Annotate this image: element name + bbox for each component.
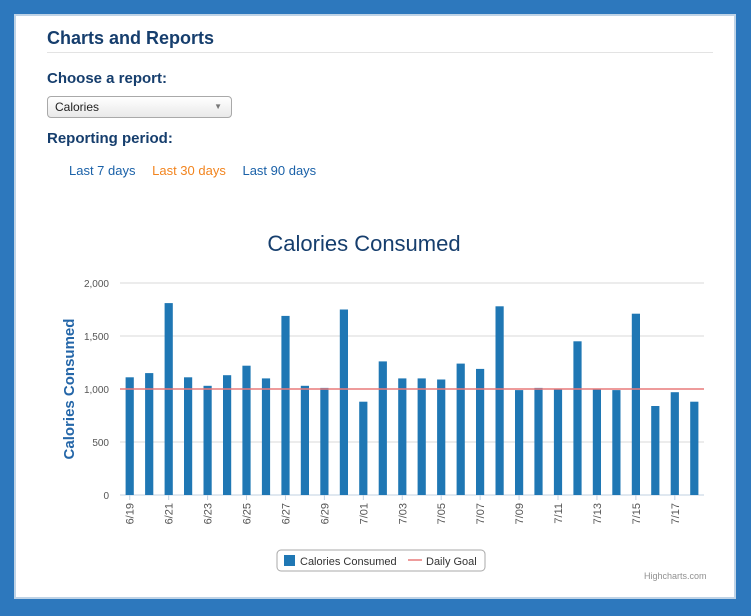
report-select-value: Calories xyxy=(55,100,100,114)
y-tick-label: 1,000 xyxy=(84,385,109,396)
bar[interactable] xyxy=(339,309,348,496)
x-tick-label: 7/13 xyxy=(592,503,604,524)
y-tick-label: 0 xyxy=(103,491,109,502)
y-axis-ticks: 0 500 1,000 1,500 2,000 xyxy=(84,279,109,502)
legend: Calories Consumed Daily Goal xyxy=(276,549,486,572)
period-last-30-days[interactable]: Last 30 days xyxy=(152,163,226,178)
chart-title: Calories Consumed xyxy=(267,231,460,256)
bar[interactable] xyxy=(281,315,290,495)
report-label: Choose a report: xyxy=(47,70,168,87)
bar[interactable] xyxy=(125,377,134,495)
x-tick-label: 6/21 xyxy=(164,503,176,524)
bar[interactable] xyxy=(261,378,271,495)
bar[interactable] xyxy=(690,401,699,495)
bar[interactable] xyxy=(223,375,232,495)
bar[interactable] xyxy=(612,390,621,495)
bar[interactable] xyxy=(631,313,640,495)
bar[interactable] xyxy=(242,365,251,495)
bar[interactable] xyxy=(534,387,543,495)
bar[interactable] xyxy=(398,378,407,495)
period-last-7-days[interactable]: Last 7 days xyxy=(69,163,136,178)
period-label: Reporting period: xyxy=(47,130,173,147)
bar[interactable] xyxy=(495,306,504,495)
dropdown-arrow-icon: ▼ xyxy=(214,102,222,111)
x-tick-label: 6/29 xyxy=(319,503,331,524)
bar[interactable] xyxy=(456,363,465,495)
x-tick-label: 7/01 xyxy=(358,503,370,524)
y-tick-label: 2,000 xyxy=(84,279,109,290)
title-divider xyxy=(47,52,713,53)
calories-chart: Calories Consumed Calories Consumed 0 500… xyxy=(61,231,704,572)
x-tick-label: 7/05 xyxy=(436,503,448,524)
bar[interactable] xyxy=(145,373,154,495)
page-title: Charts and Reports xyxy=(47,28,215,48)
x-tick-label: 6/19 xyxy=(125,503,137,524)
y-tick-label: 500 xyxy=(92,438,109,449)
bar[interactable] xyxy=(417,378,426,495)
bar[interactable] xyxy=(515,390,524,495)
bar[interactable] xyxy=(320,387,329,495)
bar[interactable] xyxy=(437,379,446,496)
x-tick-label: 6/27 xyxy=(280,503,292,524)
period-last-90-days[interactable]: Last 90 days xyxy=(242,163,317,178)
x-axis-ticks: 6/19 6/21 6/23 6/25 6/27 6/29 7/01 7/03 7/05 7/07… xyxy=(125,495,682,524)
chart-credit[interactable]: Highcharts.com xyxy=(644,571,707,581)
legend-bar-swatch xyxy=(284,555,295,566)
y-axis-title: Calories Consumed xyxy=(61,319,78,460)
legend-box xyxy=(276,549,486,572)
report-select[interactable]: Calories ▼ xyxy=(47,96,232,118)
bar[interactable] xyxy=(164,303,173,495)
x-tick-label: 6/23 xyxy=(203,503,215,524)
x-tick-label: 7/17 xyxy=(670,503,682,524)
bar[interactable] xyxy=(300,385,309,495)
period-links: Last 7 days Last 30 days Last 90 days xyxy=(69,163,329,178)
bar[interactable] xyxy=(651,406,660,495)
y-tick-label: 1,500 xyxy=(84,332,109,343)
x-tick-label: 7/09 xyxy=(514,503,526,524)
bar[interactable] xyxy=(592,389,601,495)
bar[interactable] xyxy=(359,401,368,495)
bar[interactable] xyxy=(573,341,582,495)
bar[interactable] xyxy=(670,392,679,495)
bar[interactable] xyxy=(553,389,563,495)
x-tick-label: 7/11 xyxy=(553,503,565,524)
legend-series-1[interactable]: Calories Consumed xyxy=(300,556,397,568)
x-tick-label: 7/03 xyxy=(397,503,409,524)
bar[interactable] xyxy=(203,385,212,495)
x-tick-label: 6/25 xyxy=(242,503,254,524)
bar[interactable] xyxy=(184,377,193,495)
bar[interactable] xyxy=(476,368,485,495)
bar[interactable] xyxy=(378,361,387,495)
legend-series-2[interactable]: Daily Goal xyxy=(426,556,477,568)
bar-series xyxy=(125,303,699,496)
x-tick-label: 7/07 xyxy=(475,503,487,524)
x-tick-label: 7/15 xyxy=(631,503,643,524)
main-panel: Charts and Reports Choose a report: Calo… xyxy=(14,14,736,599)
